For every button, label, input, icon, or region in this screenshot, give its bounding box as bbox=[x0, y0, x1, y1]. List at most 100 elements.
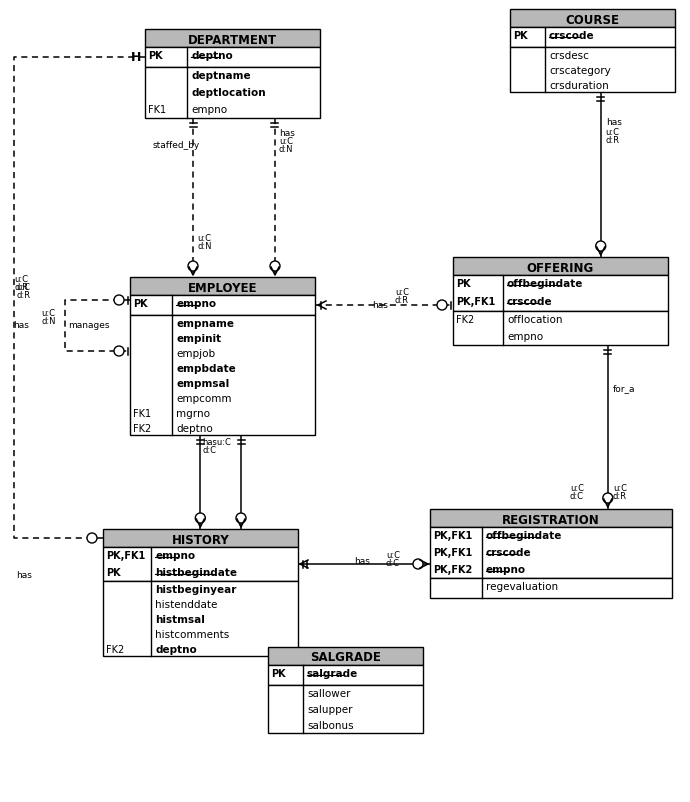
Text: PK: PK bbox=[148, 51, 163, 61]
Bar bbox=[145, 68, 320, 119]
Bar bbox=[130, 296, 315, 316]
Text: empno: empno bbox=[191, 105, 227, 115]
Circle shape bbox=[603, 493, 613, 504]
Text: SALGRADE: SALGRADE bbox=[310, 650, 381, 664]
Text: PK,FK1: PK,FK1 bbox=[456, 297, 495, 306]
Text: d:R: d:R bbox=[606, 136, 620, 145]
Text: d:R: d:R bbox=[14, 282, 28, 291]
Text: PK,FK1: PK,FK1 bbox=[433, 530, 472, 541]
Text: offlocation: offlocation bbox=[507, 314, 562, 325]
Text: empmsal: empmsal bbox=[176, 379, 229, 388]
Bar bbox=[268, 647, 423, 665]
Bar bbox=[268, 665, 423, 685]
Text: has: has bbox=[279, 129, 295, 138]
Circle shape bbox=[114, 346, 124, 357]
Bar bbox=[510, 10, 675, 28]
Text: d:R: d:R bbox=[395, 296, 409, 305]
Circle shape bbox=[413, 559, 423, 569]
Text: deptno: deptno bbox=[191, 51, 233, 61]
Circle shape bbox=[188, 261, 198, 272]
Text: histmsal: histmsal bbox=[155, 614, 205, 624]
Text: empno: empno bbox=[507, 331, 543, 342]
Text: PK: PK bbox=[271, 668, 286, 678]
Text: u:C: u:C bbox=[613, 484, 627, 492]
Text: u:C: u:C bbox=[197, 233, 211, 243]
Text: for_a: for_a bbox=[613, 383, 635, 392]
Text: FK2: FK2 bbox=[456, 314, 474, 325]
Text: FK2: FK2 bbox=[106, 644, 124, 654]
Text: crscode: crscode bbox=[549, 31, 595, 41]
Text: crscode: crscode bbox=[486, 547, 531, 557]
Text: crsduration: crsduration bbox=[549, 81, 609, 91]
Text: EMPLOYEE: EMPLOYEE bbox=[188, 282, 257, 294]
Text: hasu:C: hasu:C bbox=[202, 437, 231, 447]
Text: u:C: u:C bbox=[279, 137, 293, 146]
Text: d:N: d:N bbox=[41, 317, 55, 326]
Text: d:N: d:N bbox=[197, 241, 212, 251]
Text: histenddate: histenddate bbox=[155, 599, 217, 610]
Text: d:R: d:R bbox=[613, 492, 627, 500]
Bar bbox=[453, 276, 668, 312]
Text: d:C: d:C bbox=[386, 558, 400, 567]
Text: d:C: d:C bbox=[202, 445, 216, 455]
Text: crscode: crscode bbox=[507, 297, 553, 306]
Text: has: has bbox=[606, 118, 622, 127]
Text: REGISTRATION: REGISTRATION bbox=[502, 512, 600, 526]
Text: histbeginyear: histbeginyear bbox=[155, 585, 237, 594]
Text: has: has bbox=[16, 570, 32, 579]
Text: deptlocation: deptlocation bbox=[191, 88, 266, 98]
Text: empinit: empinit bbox=[176, 334, 221, 343]
Text: salbonus: salbonus bbox=[307, 720, 353, 730]
Text: deptno: deptno bbox=[155, 644, 197, 654]
Text: PK,FK1: PK,FK1 bbox=[106, 550, 146, 561]
Text: empname: empname bbox=[176, 318, 234, 329]
Circle shape bbox=[114, 296, 124, 306]
Text: PK,FK1: PK,FK1 bbox=[433, 547, 472, 557]
Bar bbox=[510, 28, 675, 48]
Text: has: has bbox=[13, 321, 29, 330]
Bar bbox=[268, 685, 423, 733]
Circle shape bbox=[87, 533, 97, 543]
Text: PK: PK bbox=[513, 31, 528, 41]
Text: salupper: salupper bbox=[307, 704, 353, 714]
Circle shape bbox=[195, 513, 206, 524]
Text: has: has bbox=[354, 557, 370, 565]
Text: manages: manages bbox=[68, 321, 110, 330]
Text: FK1: FK1 bbox=[133, 408, 151, 419]
Text: empno: empno bbox=[155, 550, 195, 561]
Text: u:C: u:C bbox=[395, 288, 409, 297]
Text: d:R: d:R bbox=[16, 291, 30, 300]
Text: histbegindate: histbegindate bbox=[155, 567, 237, 577]
Text: empjob: empjob bbox=[176, 349, 215, 358]
Bar bbox=[103, 529, 298, 547]
Text: deptname: deptname bbox=[191, 71, 250, 81]
Bar bbox=[130, 277, 315, 296]
Text: PK,FK2: PK,FK2 bbox=[433, 565, 472, 574]
Text: u:C: u:C bbox=[14, 274, 28, 283]
Text: has: has bbox=[372, 301, 388, 310]
Text: u:C: u:C bbox=[41, 309, 55, 318]
Text: HISTORY: HISTORY bbox=[172, 533, 229, 546]
Text: regevaluation: regevaluation bbox=[486, 581, 558, 591]
Text: PK: PK bbox=[133, 298, 148, 309]
Bar bbox=[103, 547, 298, 581]
Text: COURSE: COURSE bbox=[566, 14, 620, 26]
Text: PK: PK bbox=[456, 278, 471, 289]
Circle shape bbox=[437, 301, 447, 310]
Text: d:C: d:C bbox=[570, 492, 584, 500]
Text: u:C: u:C bbox=[16, 283, 30, 292]
Text: FK2: FK2 bbox=[133, 423, 151, 433]
Bar bbox=[453, 312, 668, 346]
Text: empcomm: empcomm bbox=[176, 394, 232, 403]
Bar bbox=[510, 48, 675, 93]
Text: d:N: d:N bbox=[279, 145, 293, 154]
Text: empno: empno bbox=[486, 565, 526, 574]
Text: sallower: sallower bbox=[307, 688, 351, 698]
Text: OFFERING: OFFERING bbox=[527, 261, 594, 274]
Text: H: H bbox=[131, 51, 141, 64]
Bar bbox=[430, 509, 672, 528]
Text: salgrade: salgrade bbox=[307, 668, 358, 678]
Text: FK1: FK1 bbox=[148, 105, 166, 115]
Circle shape bbox=[270, 261, 280, 272]
Text: u:C: u:C bbox=[606, 128, 620, 137]
